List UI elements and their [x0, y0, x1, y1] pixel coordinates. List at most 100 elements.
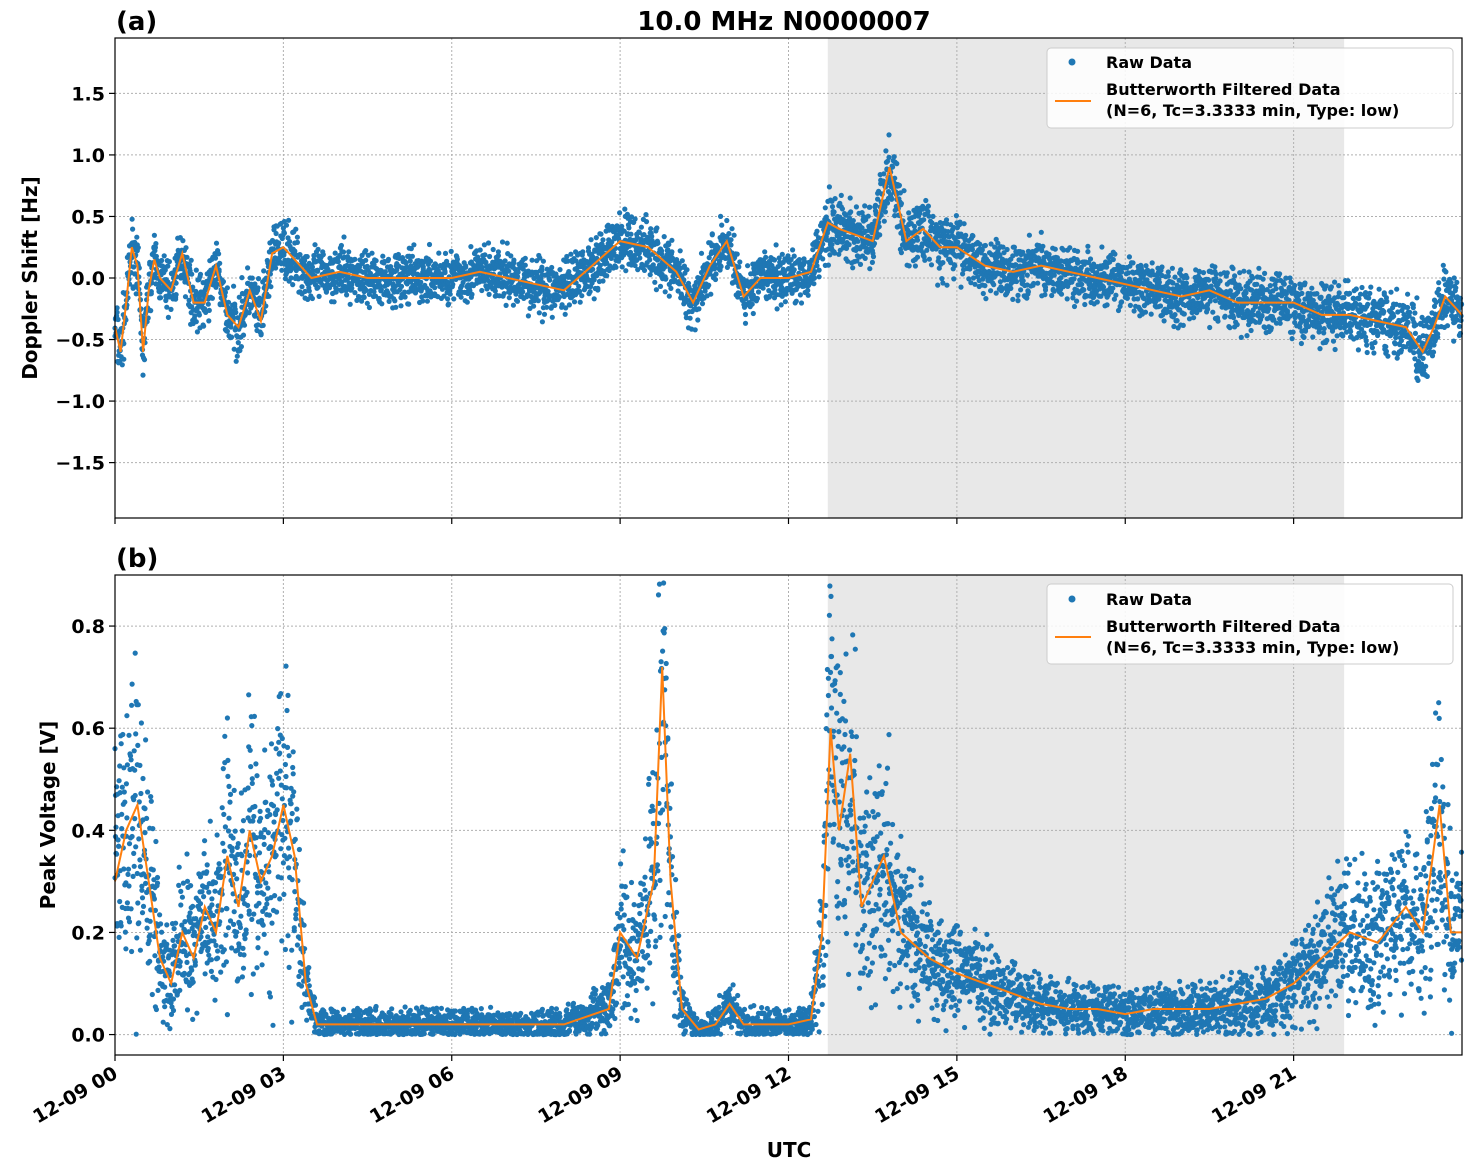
raw-point	[867, 266, 873, 272]
raw-point	[402, 294, 408, 300]
raw-point	[763, 254, 769, 260]
raw-point	[407, 258, 413, 264]
raw-point	[580, 249, 586, 255]
raw-point	[206, 318, 212, 324]
raw-point	[1296, 297, 1302, 303]
raw-point	[1367, 290, 1373, 296]
raw-point	[1110, 256, 1116, 263]
raw-point	[587, 289, 593, 295]
raw-point	[152, 244, 158, 251]
raw-point	[1317, 346, 1323, 352]
raw-point	[213, 240, 220, 246]
raw-point	[556, 294, 563, 300]
raw-point	[641, 267, 648, 273]
raw-point	[212, 255, 219, 261]
raw-point	[1222, 313, 1228, 319]
raw-point	[233, 358, 239, 364]
raw-point	[1126, 254, 1132, 260]
raw-point	[1372, 339, 1378, 346]
raw-point	[1388, 289, 1394, 295]
raw-point	[304, 254, 310, 260]
raw-point	[411, 242, 417, 248]
raw-point	[492, 288, 498, 294]
raw-point	[1113, 292, 1119, 298]
raw-point	[862, 255, 868, 261]
raw-point	[312, 242, 318, 248]
raw-point	[922, 257, 928, 263]
raw-data-series-a	[112, 132, 1465, 383]
raw-point	[696, 306, 702, 312]
raw-point	[928, 262, 935, 268]
raw-point	[1119, 269, 1125, 275]
raw-point	[1172, 274, 1178, 280]
raw-point	[1082, 301, 1088, 308]
raw-point	[736, 264, 742, 270]
raw-point	[1289, 336, 1295, 342]
raw-point	[677, 248, 683, 254]
raw-point	[363, 257, 369, 263]
raw-point	[335, 259, 341, 265]
raw-point	[1383, 348, 1389, 354]
raw-point	[604, 273, 610, 279]
raw-point	[1174, 318, 1180, 324]
raw-point	[1267, 283, 1273, 289]
raw-point	[1234, 322, 1240, 328]
raw-point	[708, 291, 714, 297]
raw-point	[1207, 324, 1213, 331]
raw-point	[398, 283, 405, 289]
raw-point	[194, 305, 200, 311]
raw-point	[952, 262, 958, 269]
raw-point	[1206, 277, 1212, 283]
raw-point	[1015, 298, 1021, 304]
raw-point	[544, 304, 550, 310]
raw-point	[1250, 275, 1256, 281]
raw-point	[279, 267, 285, 273]
raw-point	[1243, 290, 1249, 296]
raw-point	[1332, 279, 1338, 285]
raw-point	[719, 222, 725, 228]
raw-point	[566, 302, 573, 308]
raw-point	[1015, 292, 1021, 298]
raw-point	[151, 232, 157, 238]
raw-point	[121, 356, 127, 362]
raw-point	[245, 265, 251, 271]
raw-point	[1042, 287, 1049, 293]
raw-point	[848, 209, 854, 215]
raw-point	[352, 256, 358, 262]
raw-point	[1094, 299, 1100, 305]
raw-point	[623, 268, 629, 274]
raw-point	[1024, 272, 1030, 278]
raw-point	[684, 267, 690, 273]
raw-point	[1085, 249, 1091, 255]
raw-point	[718, 213, 724, 219]
raw-point	[1184, 275, 1190, 281]
raw-point	[193, 319, 199, 325]
raw-point	[1316, 326, 1323, 332]
raw-point	[598, 231, 604, 237]
raw-point	[205, 301, 211, 307]
raw-point	[1376, 286, 1382, 292]
raw-point	[392, 298, 398, 304]
raw-point	[970, 233, 976, 239]
raw-point	[914, 237, 921, 243]
raw-point	[939, 276, 945, 282]
raw-point	[506, 295, 512, 301]
raw-point	[1298, 340, 1304, 347]
raw-point	[1169, 265, 1175, 271]
raw-point	[255, 276, 262, 282]
raw-point	[276, 240, 282, 246]
raw-point	[826, 184, 833, 190]
raw-point	[1340, 333, 1346, 339]
raw-point	[726, 231, 732, 237]
raw-point	[850, 218, 856, 224]
raw-point	[239, 298, 245, 304]
raw-point	[514, 298, 521, 304]
raw-point	[687, 315, 693, 321]
raw-point	[869, 259, 876, 265]
raw-point	[237, 347, 243, 354]
raw-point	[338, 242, 344, 249]
raw-point	[1119, 299, 1125, 305]
raw-point	[499, 239, 506, 245]
raw-point	[1210, 309, 1216, 315]
raw-point	[983, 296, 989, 302]
